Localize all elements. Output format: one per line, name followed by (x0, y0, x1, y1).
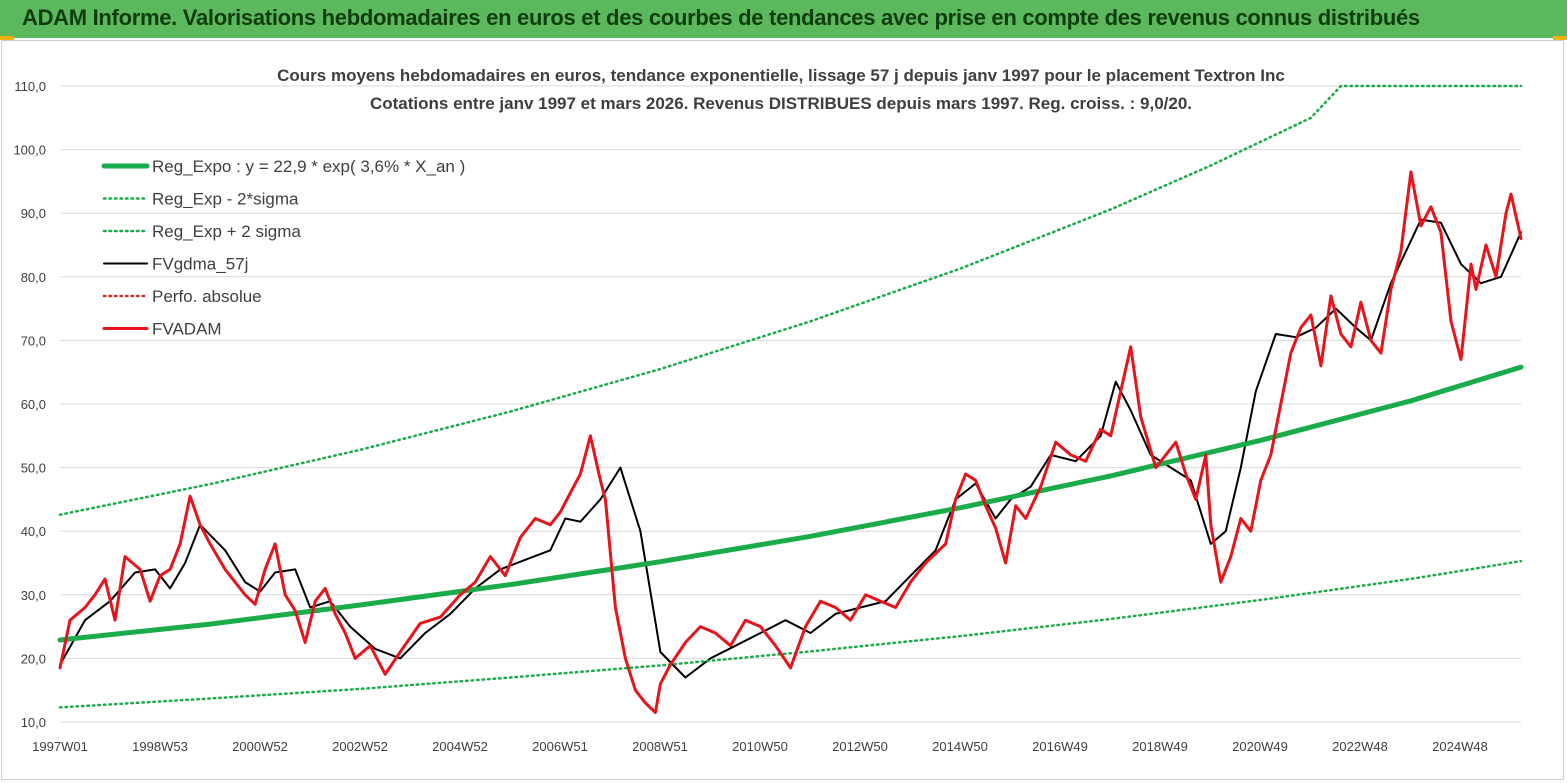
y-tick-label: 20,0 (21, 651, 46, 666)
x-tick-label: 2022W48 (1332, 739, 1388, 754)
y-tick-label: 100,0 (13, 143, 46, 158)
y-tick-label: 30,0 (21, 588, 46, 603)
x-tick-label: 2006W51 (532, 739, 588, 754)
x-tick-label: 1998W53 (132, 739, 188, 754)
y-tick-label: 10,0 (21, 715, 46, 730)
title-banner: ADAM Informe. Valorisations hebdomadaire… (0, 0, 1567, 38)
legend-label: Reg_Expo : y = 22,9 * exp( 3,6% * X_an ) (152, 157, 465, 176)
banner-title: ADAM Informe. Valorisations hebdomadaire… (22, 5, 1420, 30)
x-tick-label: 2018W49 (1132, 739, 1188, 754)
series-line-2 (58, 84, 1523, 516)
x-tick-label: 2008W51 (632, 739, 688, 754)
series-line-5 (58, 170, 1523, 714)
chart-subtitle: Cotations entre janv 1997 et mars 2026. … (370, 94, 1192, 113)
x-tick-label: 2020W49 (1232, 739, 1288, 754)
legend-label: Reg_Exp + 2 sigma (152, 222, 301, 241)
x-tick-labels: 1997W01 1998W53 2000W52 2002W52 2004W52 2006W… (32, 739, 1488, 754)
x-tick-label: 1997W01 (32, 739, 88, 754)
series-layer (57, 84, 1524, 714)
y-tick-label: 50,0 (21, 461, 46, 476)
legend: Reg_Expo : y = 22,9 * exp( 3,6% * X_an )… (101, 157, 465, 339)
x-tick-label: 2012W50 (832, 739, 888, 754)
series-line-1 (58, 559, 1523, 709)
y-tick-label: 60,0 (21, 397, 46, 412)
x-tick-label: 2016W49 (1032, 739, 1088, 754)
y-tick-labels: 10,0 20,0 30,0 40,0 50,0 60,0 70,0 80,0 90,0 100,… (13, 79, 46, 730)
y-tick-label: 90,0 (21, 206, 46, 221)
x-tick-label: 2000W52 (232, 739, 288, 754)
x-tick-label: 2002W52 (332, 739, 388, 754)
corner-marker-right (1553, 36, 1567, 40)
legend-label: FVgdma_57j (152, 255, 248, 274)
series-line-0 (57, 364, 1524, 643)
x-tick-label: 2024W48 (1432, 739, 1488, 754)
y-tick-label: 110,0 (14, 79, 46, 94)
y-tick-label: 80,0 (21, 270, 46, 285)
legend-label: Perfo. absolue (152, 287, 262, 306)
x-tick-label: 2010W50 (732, 739, 788, 754)
legend-label: Reg_Exp - 2*sigma (152, 190, 299, 209)
x-tick-label: 2014W50 (932, 739, 988, 754)
y-tick-label: 40,0 (21, 524, 46, 539)
x-tick-label: 2004W52 (432, 739, 488, 754)
legend-label: FVADAM (152, 320, 222, 339)
chart-title: Cours moyens hebdomadaires en euros, ten… (277, 66, 1285, 85)
corner-marker-left (0, 36, 14, 40)
series-line-3 (59, 218, 1522, 679)
gridlines (60, 85, 1521, 723)
chart-frame (1, 40, 1564, 780)
y-tick-label: 70,0 (21, 333, 46, 348)
